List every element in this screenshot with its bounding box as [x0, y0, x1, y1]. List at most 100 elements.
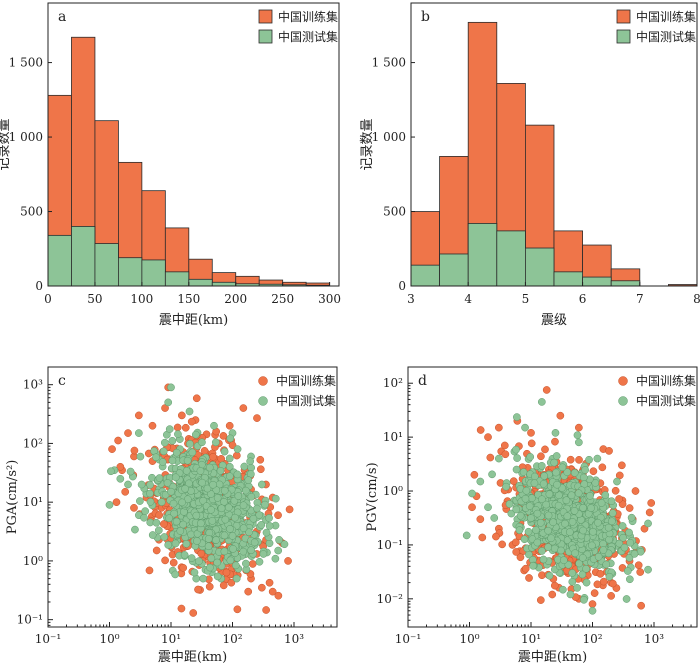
data-point	[165, 425, 174, 433]
legend-swatch	[616, 9, 631, 24]
data-point	[261, 500, 269, 509]
data-point	[470, 470, 479, 479]
data-point	[271, 554, 280, 563]
data-point	[500, 441, 509, 450]
data-point	[158, 458, 167, 466]
data-point	[220, 531, 229, 540]
data-point	[550, 458, 559, 467]
data-point	[607, 497, 616, 506]
plot-frame	[47, 2, 340, 287]
data-point	[247, 546, 255, 555]
data-point	[197, 549, 206, 558]
data-point	[568, 577, 577, 586]
data-point	[191, 430, 200, 439]
data-point	[544, 526, 552, 535]
data-point	[256, 465, 265, 474]
panel-c: 10⁻¹ 10⁰ 10¹ 10² 10³ 10⁻¹ 10⁰ 10¹ 10² 10³ c 震中距(km)…	[5, 366, 338, 663]
data-point	[225, 454, 234, 463]
data-point	[538, 547, 546, 555]
data-point	[172, 448, 181, 457]
data-point	[171, 473, 180, 482]
data-point	[204, 542, 213, 551]
data-point	[575, 438, 583, 447]
y-tick-label: 1 500	[9, 56, 43, 70]
data-point	[578, 553, 587, 562]
y-tick-label: 10¹	[23, 495, 43, 509]
series-test-points	[462, 398, 652, 615]
data-point	[232, 574, 241, 583]
y-tick-label: 500	[383, 205, 406, 219]
data-point	[553, 480, 561, 489]
data-point	[607, 592, 615, 600]
y-tick-label: 1 000	[372, 130, 406, 144]
x-tick-label: 0	[44, 292, 52, 306]
data-point	[586, 491, 594, 500]
data-point	[494, 423, 503, 432]
data-point	[207, 505, 215, 514]
data-point	[544, 511, 553, 520]
data-point	[208, 516, 217, 525]
data-point	[213, 558, 222, 567]
data-point	[598, 463, 607, 472]
data-point	[177, 604, 186, 613]
panel-letter: a	[58, 9, 66, 25]
data-point	[205, 463, 214, 472]
data-point	[203, 484, 212, 493]
data-point	[244, 587, 253, 596]
x-tick-label: 10¹	[521, 632, 541, 646]
data-point	[159, 447, 168, 456]
data-point	[494, 454, 503, 463]
legend-label: 中国测试集	[278, 29, 338, 44]
y-axis-label: PGA(cm/s²)	[5, 460, 20, 535]
x-axis-label: 震中距(km)	[518, 650, 587, 663]
data-point	[224, 503, 233, 512]
data-point	[526, 453, 535, 461]
data-point	[476, 477, 485, 486]
data-point	[533, 509, 542, 518]
data-point	[551, 429, 560, 437]
data-point	[511, 538, 520, 547]
data-point	[163, 479, 172, 487]
data-point	[199, 496, 208, 505]
data-point	[619, 533, 628, 542]
data-point	[275, 536, 283, 544]
data-point	[161, 556, 169, 565]
data-point	[136, 497, 144, 505]
data-point	[239, 547, 248, 556]
data-point	[611, 486, 620, 495]
data-point	[200, 447, 209, 455]
data-point	[168, 436, 177, 445]
data-point	[179, 563, 188, 572]
data-point	[593, 454, 602, 463]
data-point	[227, 578, 236, 587]
data-point	[527, 439, 536, 448]
data-point	[521, 423, 529, 432]
data-point	[226, 556, 235, 565]
data-point	[498, 540, 506, 549]
data-point	[245, 528, 253, 537]
y-tick-label: 10²	[23, 436, 43, 450]
y-axis-label: 记录数量	[0, 118, 12, 170]
data-point	[217, 504, 226, 513]
data-point	[615, 539, 624, 548]
data-point	[581, 466, 589, 474]
data-point	[207, 554, 216, 563]
data-point	[265, 514, 273, 522]
data-point	[522, 486, 531, 495]
data-point	[512, 548, 521, 556]
data-point	[177, 411, 186, 420]
x-tick-label: 10²	[222, 632, 242, 646]
bar	[439, 253, 469, 287]
data-point	[568, 518, 577, 526]
plot-frame	[410, 2, 698, 287]
data-point	[631, 487, 640, 495]
data-point	[525, 574, 533, 582]
data-point	[545, 571, 554, 580]
y-tick-label: 0	[398, 279, 406, 293]
data-point	[108, 445, 116, 453]
data-point	[213, 494, 222, 502]
data-point	[505, 500, 514, 508]
bar	[610, 280, 641, 287]
data-point	[206, 563, 214, 572]
